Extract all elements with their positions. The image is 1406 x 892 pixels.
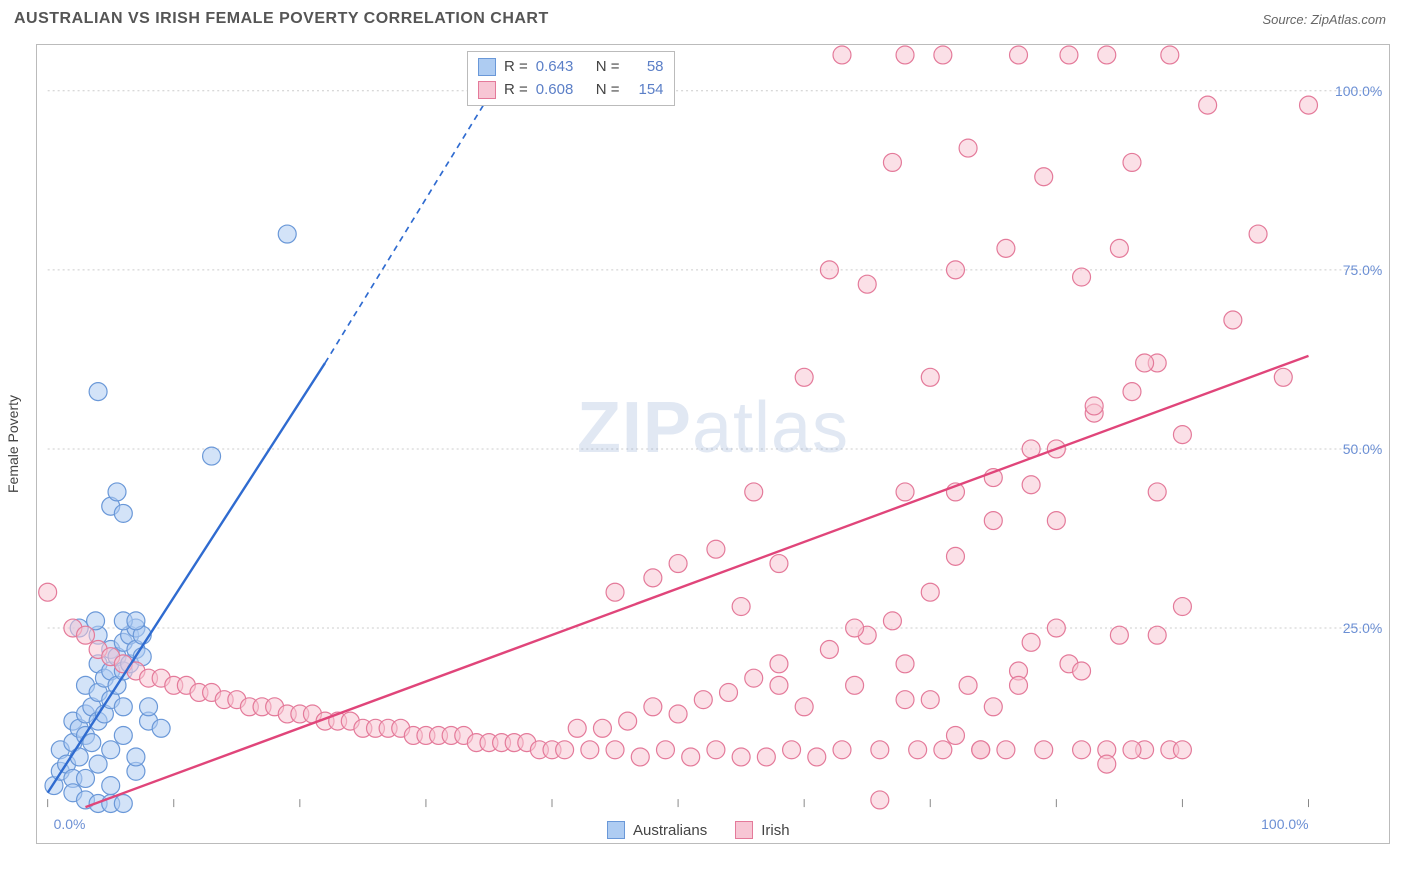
series-label: Australians	[633, 822, 707, 839]
chart-area: Female Poverty 25.0%50.0%75.0%100.0%0.0%…	[36, 44, 1390, 844]
y-axis-label: Female Poverty	[5, 395, 21, 493]
r-label: R =	[504, 56, 528, 79]
svg-text:50.0%: 50.0%	[1343, 441, 1383, 457]
svg-text:100.0%: 100.0%	[1261, 816, 1308, 832]
chart-title: AUSTRALIAN VS IRISH FEMALE POVERTY CORRE…	[14, 10, 549, 28]
series-legend-item: Australians	[607, 821, 707, 839]
source-name: ZipAtlas.com	[1311, 12, 1386, 27]
n-label: N =	[596, 56, 620, 79]
legend-swatch	[607, 821, 625, 839]
legend-swatch	[478, 58, 496, 76]
legend-swatch	[735, 821, 753, 839]
series-legend-item: Irish	[735, 821, 789, 839]
svg-text:75.0%: 75.0%	[1343, 262, 1383, 278]
legend-row: R = 0.643 N = 58	[478, 56, 664, 79]
legend-swatch	[478, 81, 496, 99]
svg-text:25.0%: 25.0%	[1343, 620, 1383, 636]
chart-header: AUSTRALIAN VS IRISH FEMALE POVERTY CORRE…	[0, 0, 1406, 34]
svg-text:100.0%: 100.0%	[1335, 83, 1382, 99]
chart-source: Source: ZipAtlas.com	[1262, 12, 1386, 27]
n-value: 154	[628, 79, 664, 102]
scatter-plot: 25.0% 50.0% 75.0% 100.0% 0.0% 100.0%	[37, 45, 1389, 843]
n-label: N =	[596, 79, 620, 102]
legend-row: R = 0.608 N = 154	[478, 79, 664, 102]
source-prefix: Source:	[1262, 12, 1310, 27]
r-label: R =	[504, 79, 528, 102]
correlation-legend: R = 0.643 N = 58 R = 0.608 N = 154	[467, 51, 675, 106]
svg-text:0.0%: 0.0%	[54, 816, 86, 832]
r-value: 0.643	[536, 56, 588, 79]
series-label: Irish	[761, 822, 789, 839]
n-value: 58	[628, 56, 664, 79]
series-legend: Australians Irish	[607, 821, 790, 839]
r-value: 0.608	[536, 79, 588, 102]
